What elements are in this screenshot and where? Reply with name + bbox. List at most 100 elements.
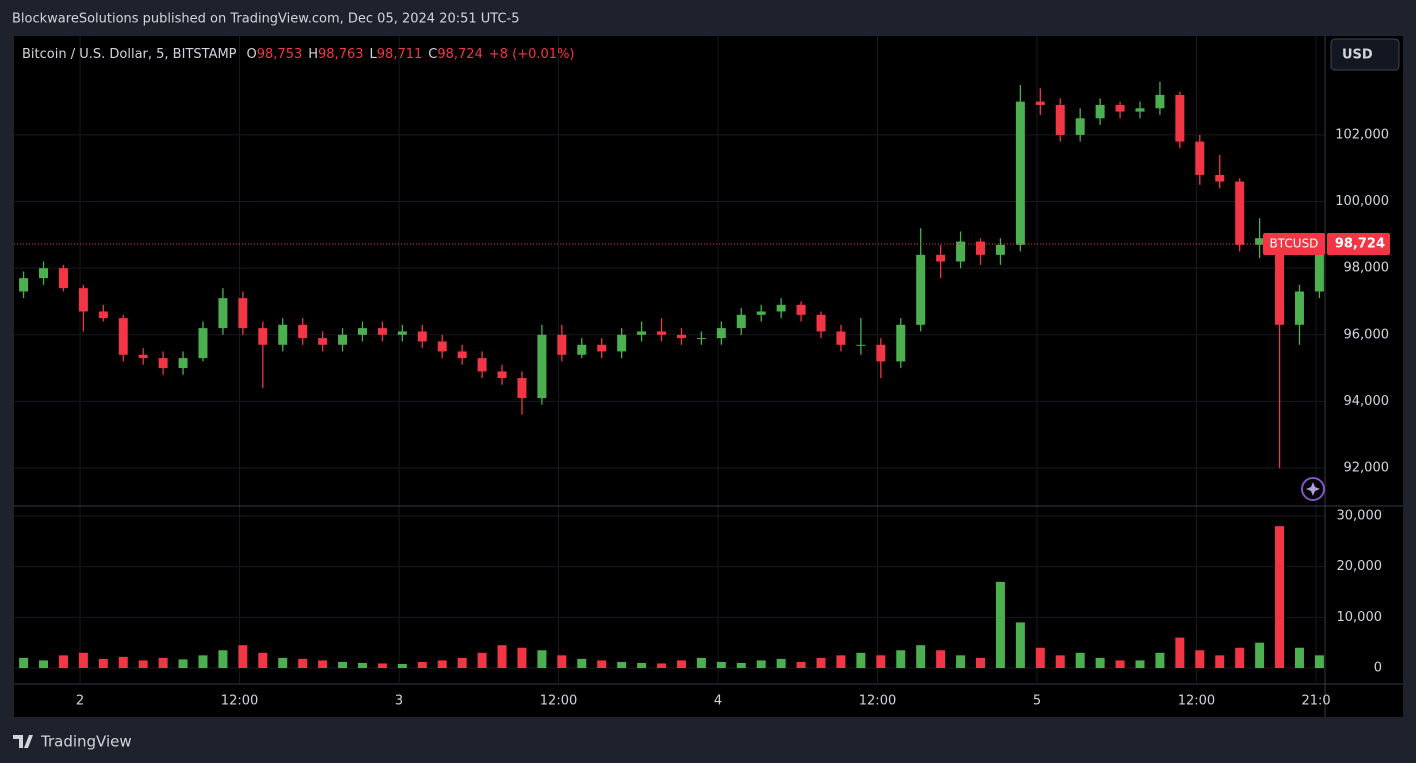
candle-body [58, 268, 68, 289]
volume-bar [1055, 655, 1065, 669]
x-tick-label: 4 [714, 694, 722, 709]
volume-bar [617, 661, 627, 669]
brand-name: TradingView [40, 733, 132, 751]
candle-body [477, 358, 487, 372]
assistant-icon[interactable] [1301, 477, 1325, 501]
volume-bar [577, 658, 587, 669]
volume-bar [1294, 647, 1304, 669]
ohlc-label: O [247, 47, 257, 62]
volume-bar [298, 658, 308, 669]
brand-logo [13, 735, 33, 748]
volume-bar [696, 657, 706, 669]
x-tick-label: 12:00 [859, 694, 896, 709]
volume-bar [776, 658, 786, 669]
volume-bar [338, 661, 348, 669]
volume-bar [477, 652, 487, 669]
candle-body [377, 328, 387, 335]
price-tag [1327, 233, 1390, 256]
candle-body [597, 344, 607, 352]
y-tick-label: 92,000 [1344, 461, 1390, 476]
volume-bar [637, 662, 647, 669]
candle-body [338, 334, 348, 345]
candle-body [676, 334, 686, 339]
candle-body [617, 334, 627, 352]
volume-bar [118, 656, 128, 669]
candle-body [218, 298, 228, 329]
volume-bar [238, 645, 248, 669]
volume-bar [437, 660, 447, 669]
candle-body [1115, 104, 1125, 112]
volume-bar [537, 650, 547, 669]
candle-body [936, 254, 946, 262]
candle-body [816, 314, 826, 332]
ohlc-label: L [370, 47, 378, 62]
ohlc-value: 98,724 [437, 47, 483, 62]
volume-bar [377, 663, 387, 669]
x-tick-label: 21:0 [1301, 694, 1330, 709]
candle-body [1255, 238, 1265, 245]
currency-button[interactable] [1330, 38, 1400, 71]
volume-tick-label: 0 [1374, 661, 1382, 676]
volume-bar [716, 661, 726, 669]
candle-body [716, 328, 726, 339]
candle-body [258, 328, 268, 345]
candle-body [158, 358, 168, 369]
x-tick-label: 12:00 [540, 694, 577, 709]
candle-body [417, 331, 427, 342]
candle-body [198, 328, 208, 359]
candle-body [238, 298, 248, 329]
volume-tick-label: 20,000 [1337, 559, 1383, 574]
volume-bar [1115, 660, 1125, 669]
volume-bar [1255, 642, 1265, 669]
candle-body [1075, 118, 1085, 135]
volume-bar [39, 660, 49, 669]
volume-bar [1135, 660, 1145, 669]
volume-bar [557, 655, 567, 669]
candle-body [1015, 101, 1025, 245]
candle-body [1155, 94, 1165, 109]
symbol-tag [1263, 233, 1325, 256]
ohlc-value: 98,711 [377, 47, 423, 62]
volume-bar [1195, 650, 1205, 669]
volume-bar [1155, 652, 1165, 669]
candle-body [437, 341, 447, 352]
candle-body [397, 331, 407, 335]
y-tick-label: 98,000 [1344, 261, 1390, 276]
candle-body [118, 318, 128, 355]
volume-bar [178, 659, 188, 669]
volume-bar [936, 650, 946, 669]
volume-bar [58, 655, 68, 669]
volume-bar [218, 650, 228, 669]
symbol-tag-label: BTCUSD [1270, 237, 1319, 251]
candle-body [1135, 108, 1145, 112]
ohlc-label: H [308, 47, 318, 62]
candle-body [557, 334, 567, 355]
volume-bar [138, 660, 148, 669]
candle-body [497, 371, 507, 379]
volume-bar [1314, 655, 1324, 669]
volume-bar [198, 655, 208, 669]
volume-bar [896, 650, 906, 669]
candle-body [1235, 181, 1245, 245]
candle-body [876, 344, 886, 362]
y-tick-label: 102,000 [1335, 127, 1389, 142]
y-tick-label: 96,000 [1344, 327, 1390, 342]
candle-body [98, 311, 108, 319]
currency-label: USD [1342, 48, 1373, 63]
volume-bar [417, 661, 427, 669]
candle-body [138, 354, 148, 359]
ohlc-value: 98,763 [318, 47, 364, 62]
candle-body [78, 288, 88, 312]
candle-body [1055, 104, 1065, 135]
candle-body [457, 351, 467, 359]
volume-bar [657, 663, 667, 669]
candle-body [896, 324, 906, 362]
volume-bar [357, 662, 367, 669]
volume-bar [457, 657, 467, 669]
volume-tick-label: 10,000 [1337, 610, 1383, 625]
volume-bar [976, 657, 986, 669]
candle-body [1175, 94, 1185, 142]
ohlc-label: C [428, 47, 437, 62]
candle-body [657, 331, 667, 335]
candle-body [178, 358, 188, 369]
